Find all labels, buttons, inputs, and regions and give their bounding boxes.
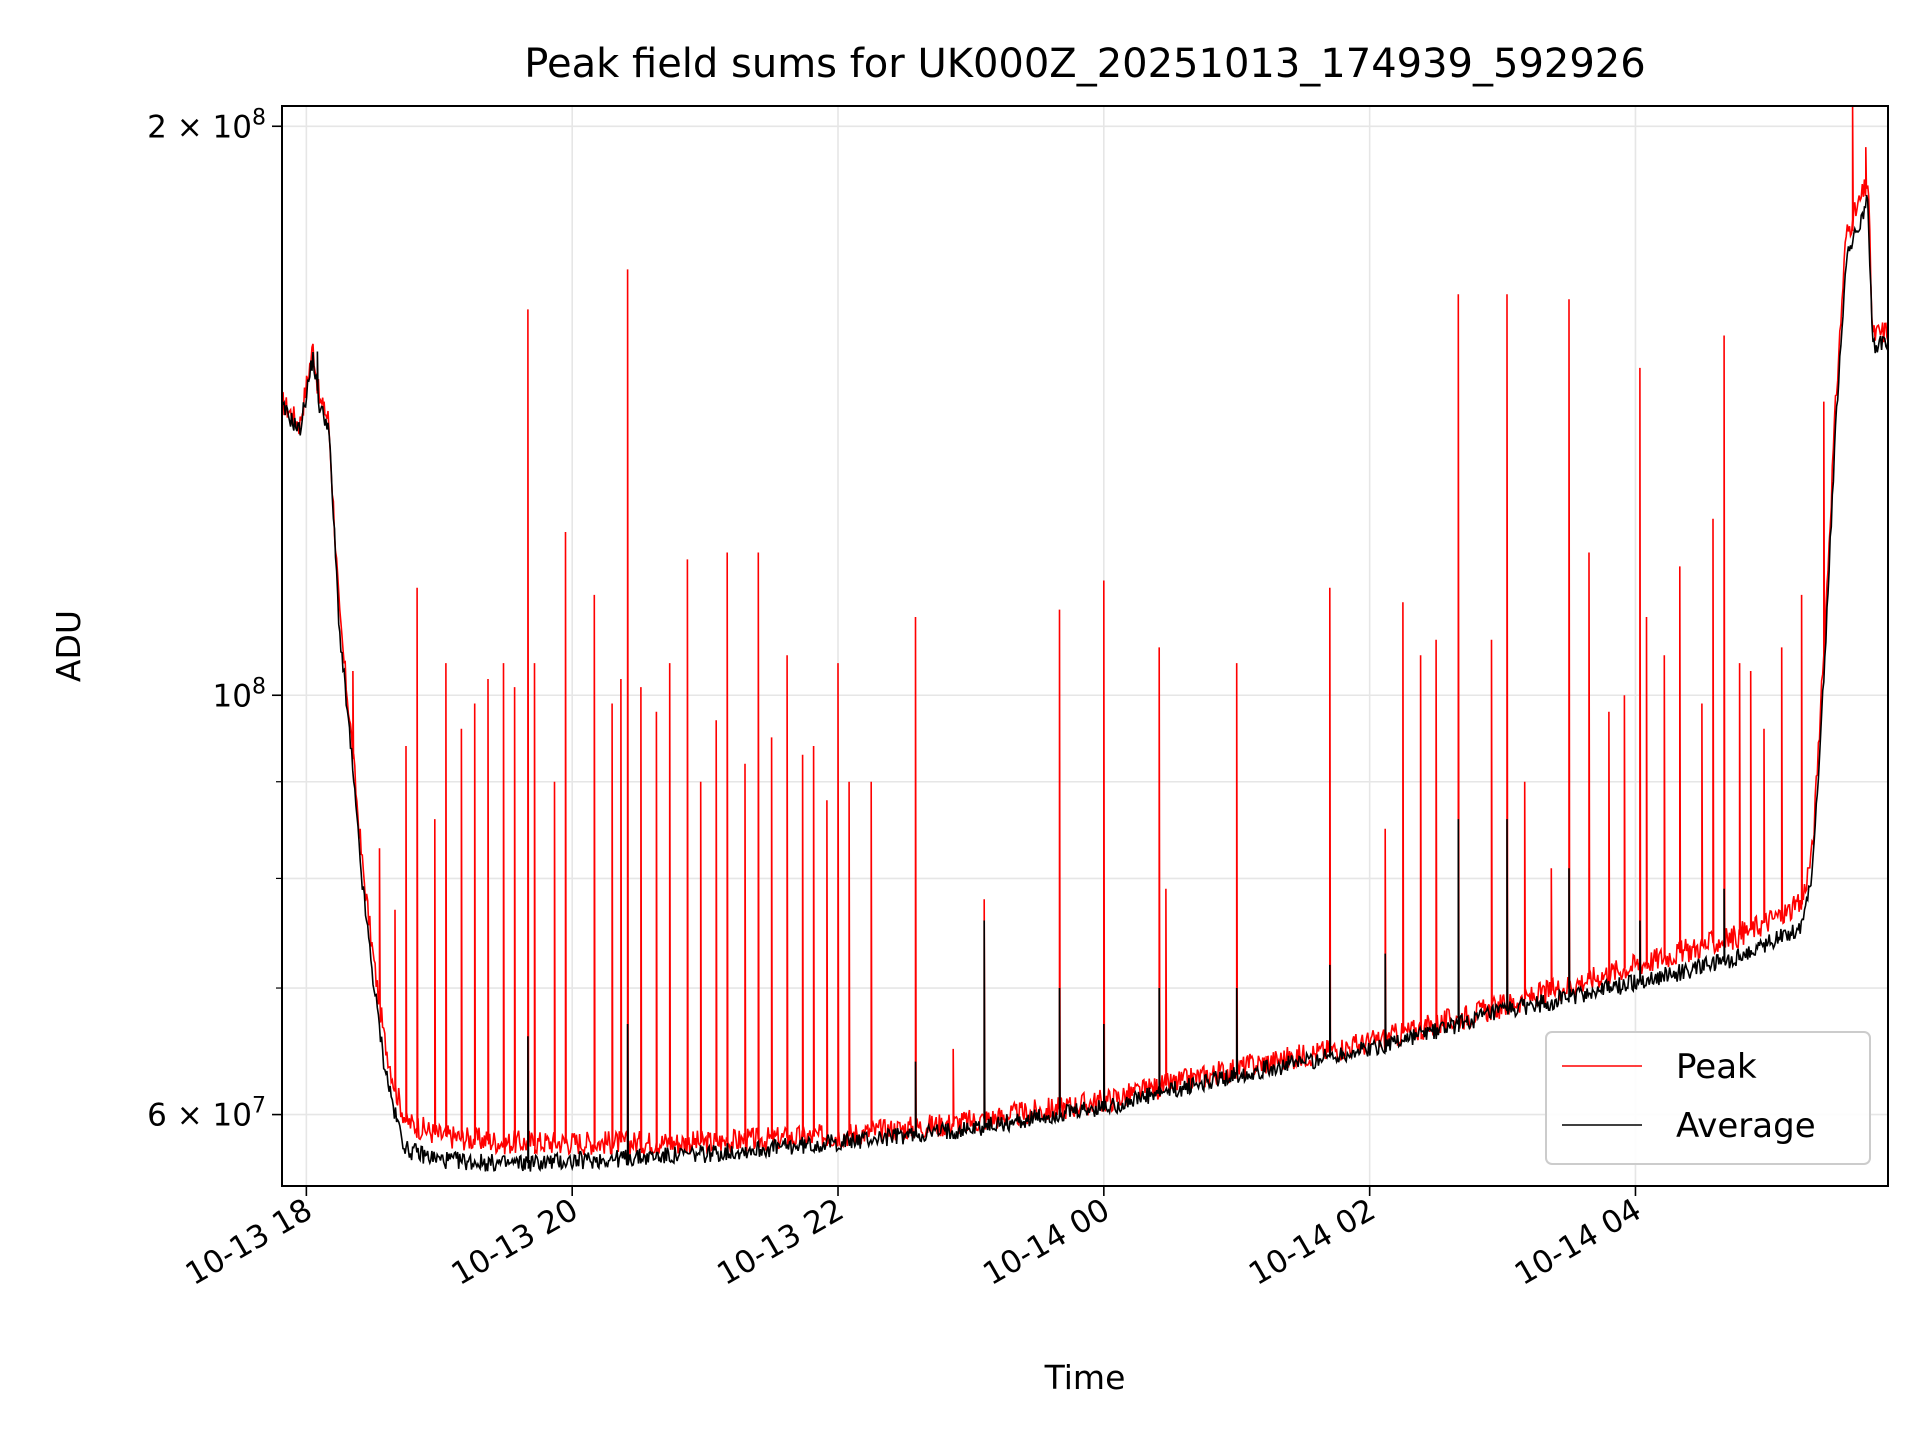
- y-axis-label: ADU: [49, 610, 88, 682]
- y-tick-exponent: 8: [252, 674, 266, 699]
- y-tick-exponent: 8: [252, 105, 266, 130]
- y-tick-label: 2 × 108: [147, 105, 266, 145]
- plot-series: [282, 106, 1888, 1173]
- series-line-average: [282, 194, 1888, 1173]
- y-tick-base: 2 × 10: [147, 109, 252, 145]
- y-tick-base: 10: [213, 678, 252, 714]
- x-axis-label: Time: [1044, 1358, 1126, 1397]
- legend: Peak Average: [1545, 1031, 1871, 1165]
- legend-label-average: Average: [1676, 1106, 1816, 1146]
- plot-frame: [281, 105, 1889, 1187]
- y-tick-base: 6 × 10: [147, 1098, 252, 1134]
- series-line-peak: [282, 106, 1888, 1157]
- chart-title: Peak field sums for UK000Z_20251013_1749…: [524, 41, 1645, 87]
- legend-box: [1545, 1031, 1871, 1165]
- legend-label-peak: Peak: [1676, 1047, 1757, 1087]
- y-tick-label: 6 × 107: [147, 1094, 266, 1134]
- y-tick-exponent: 7: [252, 1094, 266, 1119]
- y-tick-label: 108: [213, 674, 266, 714]
